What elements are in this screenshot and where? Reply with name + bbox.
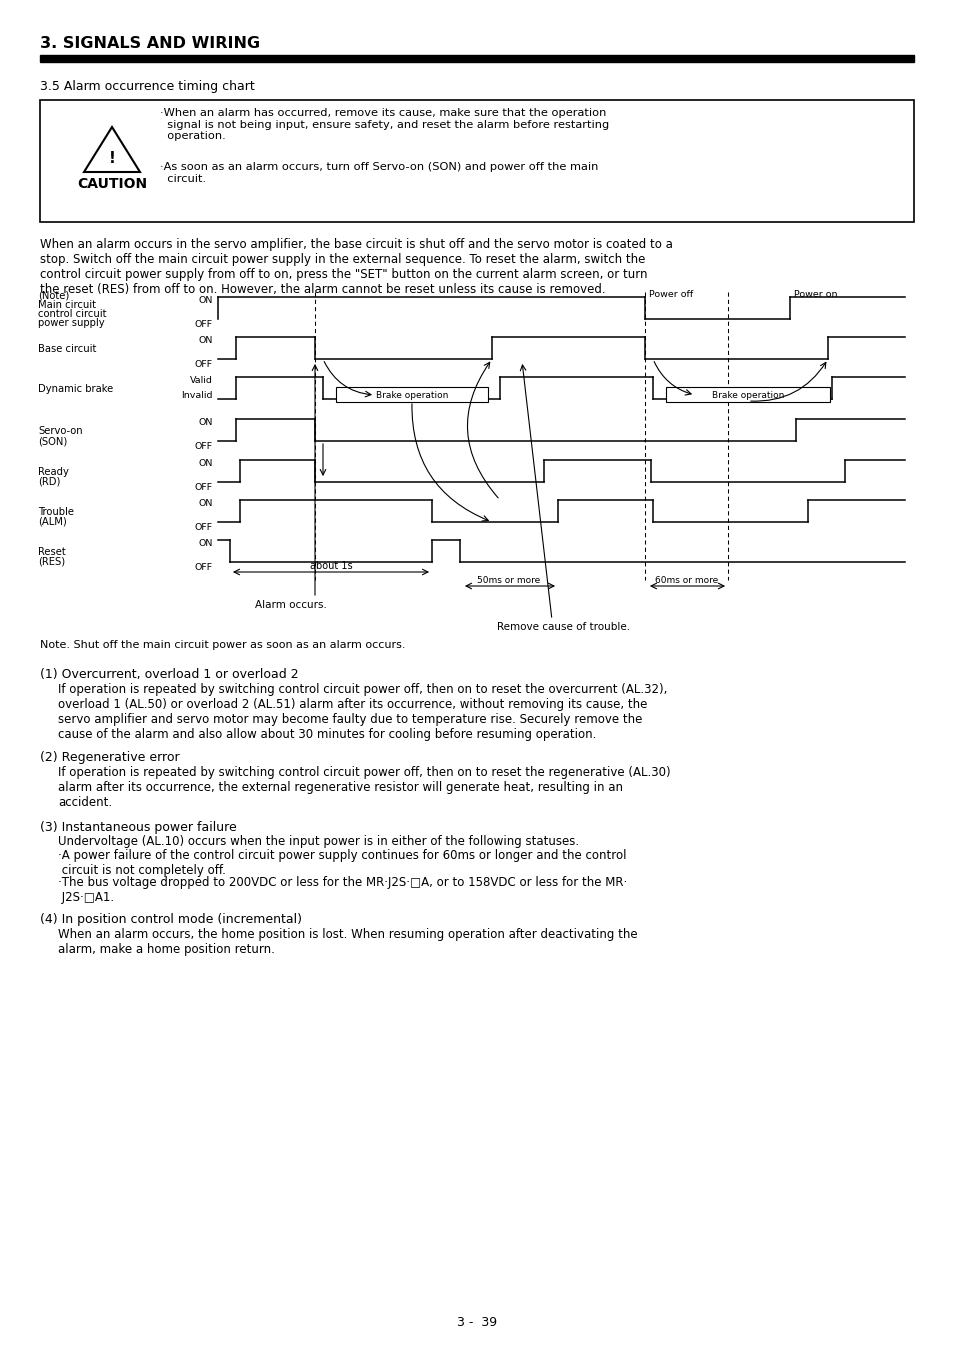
Text: Trouble: Trouble bbox=[38, 508, 74, 517]
Text: (SON): (SON) bbox=[38, 436, 67, 446]
Text: Power on: Power on bbox=[793, 290, 837, 298]
Text: (ALM): (ALM) bbox=[38, 517, 67, 526]
Text: Base circuit: Base circuit bbox=[38, 344, 96, 354]
Bar bbox=[40, 100, 913, 221]
Text: OFF: OFF bbox=[194, 320, 213, 329]
Text: CAUTION: CAUTION bbox=[77, 177, 147, 190]
Text: Reset: Reset bbox=[38, 547, 66, 558]
FancyBboxPatch shape bbox=[666, 386, 830, 401]
Text: OFF: OFF bbox=[194, 360, 213, 369]
Text: ON: ON bbox=[198, 500, 213, 508]
Text: When an alarm occurs in the servo amplifier, the base circuit is shut off and th: When an alarm occurs in the servo amplif… bbox=[40, 238, 672, 296]
Text: (3) Instantaneous power failure: (3) Instantaneous power failure bbox=[40, 821, 236, 833]
Text: OFF: OFF bbox=[194, 483, 213, 491]
Text: Alarm occurs.: Alarm occurs. bbox=[254, 599, 327, 610]
Text: Dynamic brake: Dynamic brake bbox=[38, 383, 113, 394]
Text: (1) Overcurrent, overload 1 or overload 2: (1) Overcurrent, overload 1 or overload … bbox=[40, 668, 298, 680]
Text: (RD): (RD) bbox=[38, 477, 60, 487]
Text: 3. SIGNALS AND WIRING: 3. SIGNALS AND WIRING bbox=[40, 36, 260, 51]
Text: Brake operation: Brake operation bbox=[375, 390, 448, 400]
Text: Note. Shut off the main circuit power as soon as an alarm occurs.: Note. Shut off the main circuit power as… bbox=[40, 640, 405, 649]
Text: (RES): (RES) bbox=[38, 558, 65, 567]
Text: about 1s: about 1s bbox=[310, 562, 352, 571]
Text: OFF: OFF bbox=[194, 441, 213, 451]
Text: ON: ON bbox=[198, 539, 213, 548]
Text: ·When an alarm has occurred, remove its cause, make sure that the operation
  si: ·When an alarm has occurred, remove its … bbox=[160, 108, 609, 142]
Text: Invalid: Invalid bbox=[181, 392, 213, 400]
Text: Remove cause of trouble.: Remove cause of trouble. bbox=[497, 622, 630, 632]
Text: power supply: power supply bbox=[38, 319, 105, 328]
Text: Brake operation: Brake operation bbox=[712, 390, 784, 400]
Text: 60ms or more: 60ms or more bbox=[654, 576, 718, 585]
Text: (2) Regenerative error: (2) Regenerative error bbox=[40, 751, 179, 764]
Text: ·A power failure of the control circuit power supply continues for 60ms or longe: ·A power failure of the control circuit … bbox=[58, 849, 626, 878]
Text: !: ! bbox=[109, 151, 115, 166]
Text: If operation is repeated by switching control circuit power off, then on to rese: If operation is repeated by switching co… bbox=[58, 683, 667, 741]
Text: Servo-on: Servo-on bbox=[38, 427, 83, 436]
Text: Ready: Ready bbox=[38, 467, 69, 477]
Text: (4) In position control mode (incremental): (4) In position control mode (incrementa… bbox=[40, 913, 302, 926]
Text: Undervoltage (AL.10) occurs when the input power is in either of the following s: Undervoltage (AL.10) occurs when the inp… bbox=[58, 836, 578, 849]
Text: ON: ON bbox=[198, 296, 213, 305]
Text: OFF: OFF bbox=[194, 522, 213, 532]
Text: Power off: Power off bbox=[648, 290, 693, 298]
Text: 3 -  39: 3 - 39 bbox=[456, 1316, 497, 1328]
Text: ·The bus voltage dropped to 200VDC or less for the MR·J2S·□A, or to 158VDC or le: ·The bus voltage dropped to 200VDC or le… bbox=[58, 876, 626, 904]
Text: When an alarm occurs, the home position is lost. When resuming operation after d: When an alarm occurs, the home position … bbox=[58, 927, 637, 956]
Text: 50ms or more: 50ms or more bbox=[476, 576, 540, 585]
Text: ON: ON bbox=[198, 418, 213, 427]
Text: (Note): (Note) bbox=[38, 292, 70, 301]
Bar bbox=[40, 55, 913, 62]
Text: OFF: OFF bbox=[194, 563, 213, 572]
Text: ON: ON bbox=[198, 336, 213, 346]
FancyBboxPatch shape bbox=[336, 386, 488, 401]
Text: Main circuit: Main circuit bbox=[38, 300, 96, 310]
Text: ·As soon as an alarm occurs, turn off Servo-on (SON) and power off the main
  ci: ·As soon as an alarm occurs, turn off Se… bbox=[160, 162, 598, 184]
Text: 3.5 Alarm occurrence timing chart: 3.5 Alarm occurrence timing chart bbox=[40, 80, 254, 93]
Text: control circuit: control circuit bbox=[38, 309, 107, 319]
Text: ON: ON bbox=[198, 459, 213, 468]
Text: If operation is repeated by switching control circuit power off, then on to rese: If operation is repeated by switching co… bbox=[58, 765, 670, 809]
Text: Valid: Valid bbox=[190, 377, 213, 385]
